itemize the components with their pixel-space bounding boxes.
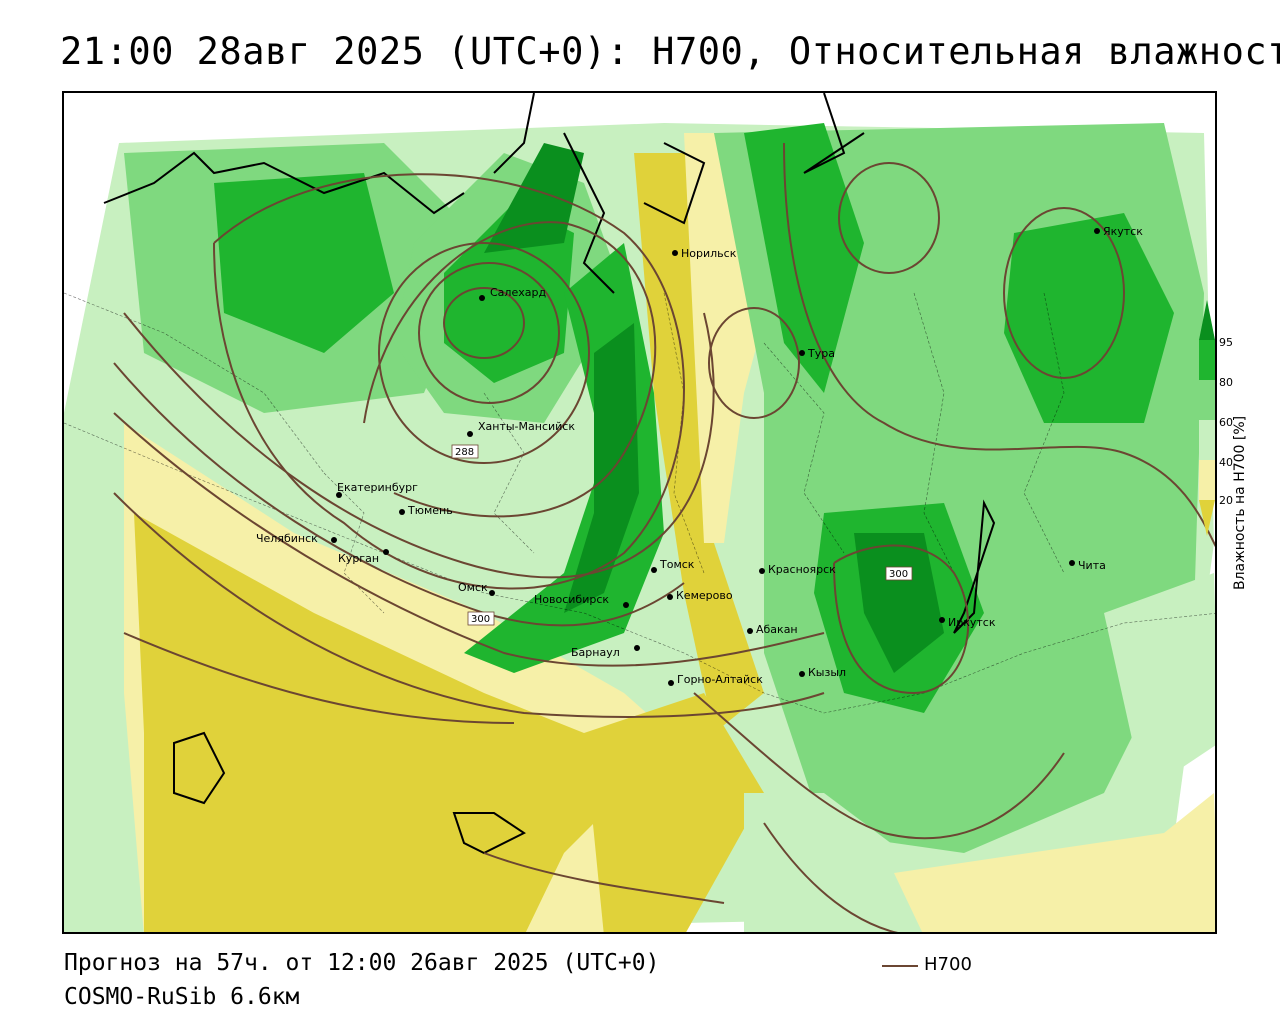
- city-marker: [799, 350, 805, 356]
- city-marker: [672, 250, 678, 256]
- humidity-map: [64, 93, 1215, 932]
- forecast-info: Прогноз на 57ч. от 12:00 26авг 2025 (UTC…: [64, 950, 660, 976]
- city-marker: [939, 617, 945, 623]
- city-label: Тура: [807, 347, 835, 360]
- city-label: Красноярск: [768, 563, 836, 576]
- city-marker: [331, 537, 337, 543]
- city-marker: [399, 509, 405, 515]
- city-label: Норильск: [681, 247, 737, 260]
- h700-contours: [113, 142, 1215, 932]
- contour-label: 288: [455, 447, 474, 458]
- city-marker: [799, 671, 805, 677]
- city-marker: [747, 628, 753, 634]
- city-label: Абакан: [756, 623, 798, 636]
- colorbar-tick-40: 40: [1219, 456, 1233, 469]
- colorbar-tick-20: 20: [1219, 494, 1233, 507]
- colorbar-title: Влажность на H700 [%]: [1232, 415, 1248, 590]
- colorbar-40-60: [1199, 420, 1215, 460]
- city-label: Томск: [659, 558, 695, 571]
- city-marker: [651, 567, 657, 573]
- city-label: Курган: [338, 552, 379, 565]
- city-marker: [383, 549, 389, 555]
- city-label: Екатеринбург: [337, 481, 418, 494]
- model-name: COSMO-RuSib 6.6км: [64, 984, 300, 1010]
- contour-label-box: [451, 444, 479, 459]
- city-label: Горно-Алтайск: [677, 673, 763, 686]
- colorbar-tick-95: 95: [1219, 336, 1233, 349]
- city-label: Иркутск: [948, 616, 996, 629]
- city-marker: [467, 431, 473, 437]
- city-marker: [336, 492, 342, 498]
- contour-label-box: [885, 566, 913, 581]
- city-label: Чита: [1078, 559, 1106, 572]
- city-marker: [479, 295, 485, 301]
- contour-legend-line: [882, 965, 918, 967]
- city-label: Ханты-Мансийск: [478, 420, 575, 433]
- city-marker: [489, 590, 495, 596]
- city-label: Кемерово: [676, 589, 733, 602]
- city-label: Кызыл: [808, 666, 846, 679]
- colorbar-20-40: [1199, 460, 1215, 500]
- contour-labels-layer: 288 300 300: [451, 444, 913, 626]
- city-marker: [667, 594, 673, 600]
- city-label: Барнаул: [571, 646, 620, 659]
- city-marker: [759, 568, 765, 574]
- city-label: Омск: [458, 581, 488, 594]
- city-label: Салехард: [490, 286, 546, 299]
- city-label: Новосибирск: [534, 593, 609, 606]
- coastline: [103, 93, 996, 855]
- contour-legend-label: H700: [924, 954, 972, 975]
- city-marker: [1069, 560, 1075, 566]
- map-panel[interactable]: Салехард Норильск Тура Якутск Ханты-Мансийск…: [62, 91, 1217, 934]
- humidity-fields: [64, 93, 1215, 932]
- cities-layer: Салехард Норильск Тура Якутск Ханты-Мансийск…: [256, 225, 1143, 686]
- chart-title: 21:00 28авг 2025 (UTC+0): H700, Относите…: [60, 30, 1280, 73]
- city-label: Челябинск: [256, 532, 318, 545]
- city-marker: [668, 680, 674, 686]
- city-marker: [1094, 228, 1100, 234]
- city-label: Якутск: [1103, 225, 1143, 238]
- colorbar-tick-80: 80: [1219, 376, 1233, 389]
- city-marker: [623, 602, 629, 608]
- contour-label: 300: [471, 614, 490, 625]
- colorbar-cap-bottom: [1199, 500, 1215, 536]
- colorbar: [1199, 300, 1215, 536]
- city-label: Тюмень: [407, 504, 453, 517]
- colorbar-cap-top: [1199, 300, 1215, 340]
- contour-label-box: [467, 611, 495, 626]
- colorbar-tick-60: 60: [1219, 416, 1233, 429]
- colorbar-80-95: [1199, 340, 1215, 380]
- city-marker: [634, 645, 640, 651]
- colorbar-60-80: [1199, 380, 1215, 420]
- contour-label: 300: [889, 569, 908, 580]
